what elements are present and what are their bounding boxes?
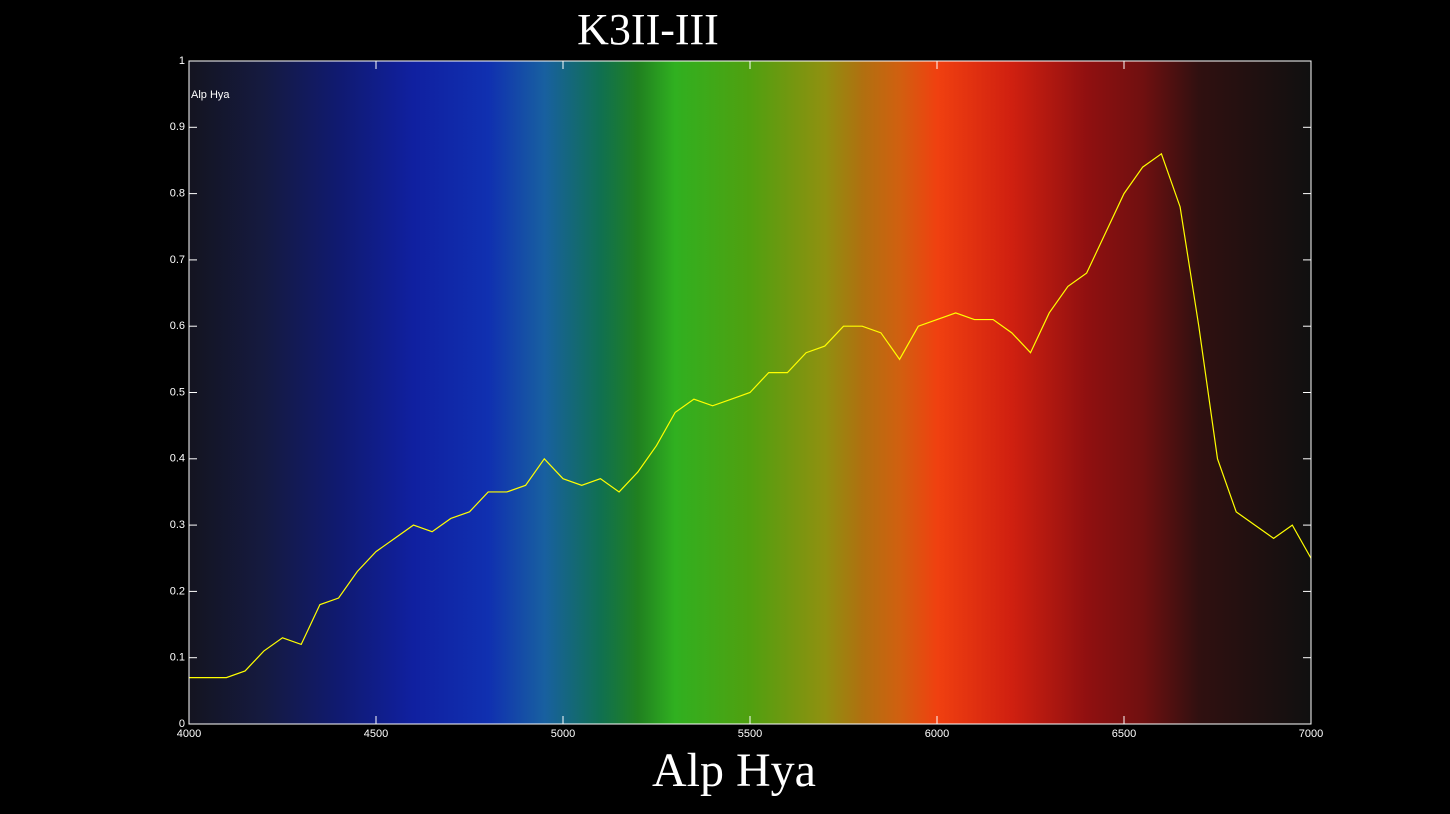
x-axis-label: Alp Hya [652, 744, 816, 797]
y-tick-label: 0.6 [170, 320, 185, 332]
y-tick-label: 1 [179, 55, 185, 67]
y-tick-label: 0.2 [170, 585, 185, 597]
series-label: Alp Hya [191, 89, 230, 101]
x-tick-label: 7000 [1299, 728, 1323, 740]
y-tick-label: 0.5 [170, 386, 185, 398]
spectrum-line [189, 152, 1312, 679]
x-tick-label: 6500 [1112, 728, 1136, 740]
y-tick-label: 0.8 [170, 188, 185, 200]
y-tick-label: 0.1 [170, 652, 185, 664]
x-tick-label: 5000 [551, 728, 575, 740]
y-tick-label: 0.9 [170, 121, 185, 133]
x-tick-label: 4000 [177, 728, 201, 740]
x-tick-label: 4500 [364, 728, 388, 740]
y-tick-label: 0 [179, 718, 185, 730]
x-tick-label: 6000 [925, 728, 949, 740]
plot-frame [188, 60, 1312, 725]
x-tick-label: 5500 [738, 728, 762, 740]
y-tick-label: 0.3 [170, 519, 185, 531]
chart-title: K3II-III [577, 5, 719, 54]
y-tick-label: 0.4 [170, 453, 185, 465]
y-tick-label: 0.7 [170, 254, 185, 266]
